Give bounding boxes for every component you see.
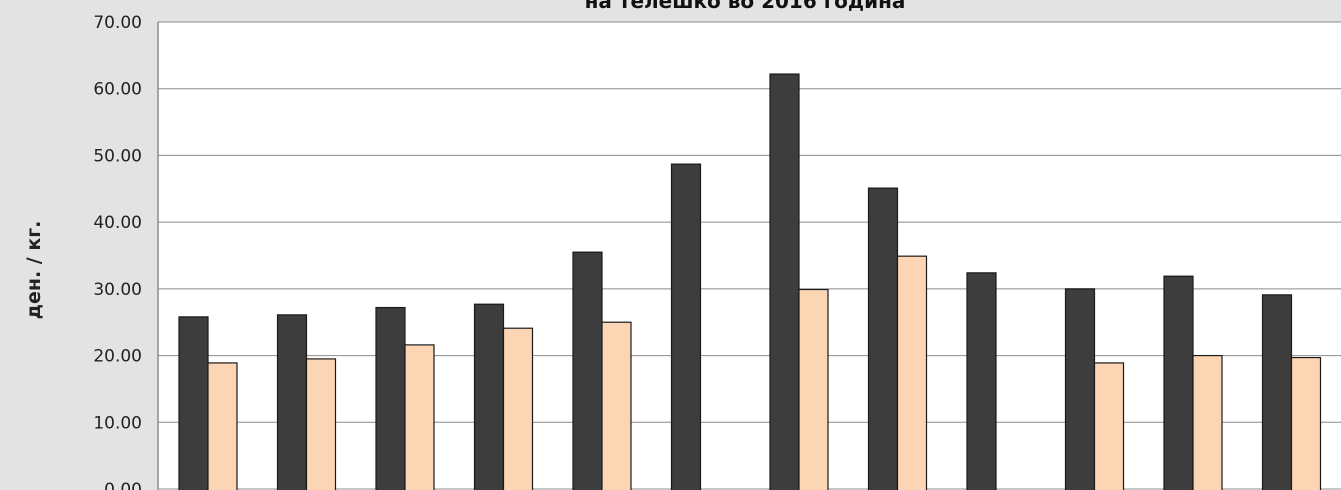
- bar: [572, 251, 603, 490]
- bar: [1163, 275, 1194, 490]
- bar: [404, 344, 435, 490]
- bar: [1064, 288, 1096, 490]
- bar: [601, 321, 632, 490]
- bar: [670, 163, 702, 490]
- y-tick-label: 0.00: [104, 480, 142, 490]
- bar: [896, 255, 928, 490]
- y-axis-title: ден. / кг.: [23, 221, 45, 320]
- y-tick-label: 20.00: [93, 347, 142, 367]
- bar: [375, 306, 406, 490]
- y-tick-label: 40.00: [93, 213, 142, 233]
- bar: [1261, 294, 1293, 490]
- y-tick-label: 30.00: [93, 280, 142, 300]
- bar: [178, 316, 209, 490]
- bar: [966, 272, 997, 490]
- y-tick-label: 50.00: [93, 146, 142, 166]
- plot-background: [158, 22, 1341, 490]
- bar: [502, 327, 534, 490]
- bar: [1290, 356, 1322, 490]
- y-tick-label: 10.00: [93, 413, 142, 433]
- bar: [1192, 354, 1223, 490]
- bar: [207, 362, 238, 490]
- bar: [769, 73, 800, 490]
- bar: [473, 303, 505, 490]
- bar: [1093, 362, 1125, 490]
- bar: [867, 187, 899, 490]
- chart-title: на телешко во 2016 година: [585, 0, 906, 13]
- bar: [305, 358, 337, 490]
- bar: [276, 314, 308, 490]
- y-tick-label: 70.00: [93, 13, 142, 33]
- bar: [798, 288, 829, 490]
- plot-area: 0.00 10.00 20.00 30.00 40.00 50.00 60.00 70.00: [93, 13, 1341, 490]
- y-tick-label: 60.00: [93, 80, 142, 100]
